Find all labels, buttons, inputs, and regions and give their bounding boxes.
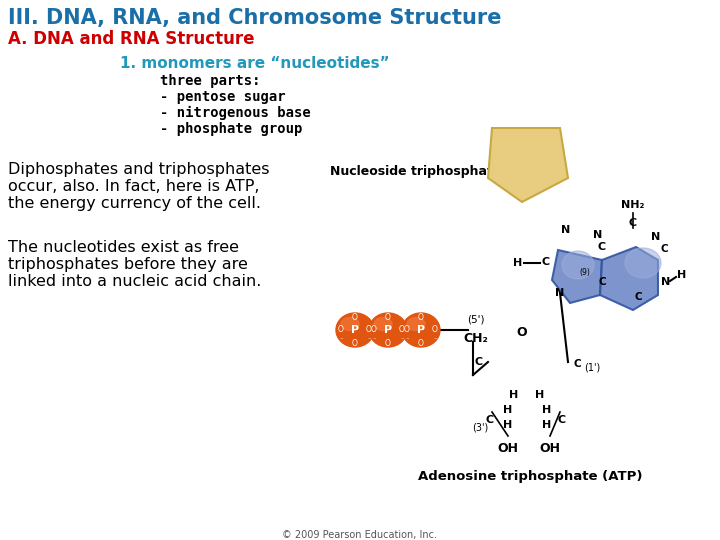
Text: P: P <box>417 325 425 335</box>
Ellipse shape <box>562 251 594 279</box>
Text: Diphosphates and triphosphates: Diphosphates and triphosphates <box>8 162 269 177</box>
Ellipse shape <box>407 318 425 330</box>
Text: H: H <box>536 390 544 400</box>
Text: N: N <box>662 277 670 287</box>
Text: N: N <box>652 232 661 242</box>
Text: P: P <box>384 325 392 335</box>
Text: (5'): (5') <box>467 314 485 324</box>
Text: C: C <box>598 242 606 252</box>
Polygon shape <box>600 247 658 310</box>
Text: O: O <box>385 313 391 321</box>
Text: H: H <box>542 405 552 415</box>
Text: O: O <box>517 326 527 339</box>
Text: O: O <box>352 339 358 348</box>
Text: linked into a nucleic acid chain.: linked into a nucleic acid chain. <box>8 274 261 289</box>
Text: H: H <box>509 390 518 400</box>
Text: the energy currency of the cell.: the energy currency of the cell. <box>8 196 261 211</box>
Text: O: O <box>418 313 424 321</box>
Ellipse shape <box>374 318 392 330</box>
Text: C: C <box>634 292 642 302</box>
Text: H: H <box>542 420 552 430</box>
Polygon shape <box>488 128 568 202</box>
Text: 1. monomers are “nucleotides”: 1. monomers are “nucleotides” <box>120 56 390 71</box>
Text: H: H <box>503 405 513 415</box>
Text: O: O <box>385 339 391 348</box>
Text: H: H <box>503 420 513 430</box>
Text: occur, also. In fact, here is ATP,: occur, also. In fact, here is ATP, <box>8 179 259 194</box>
Text: O: O <box>399 326 405 334</box>
Text: The nucleotides exist as free: The nucleotides exist as free <box>8 240 239 255</box>
Text: N: N <box>555 288 564 298</box>
Text: C: C <box>475 357 483 367</box>
Text: A. DNA and RNA Structure: A. DNA and RNA Structure <box>8 30 254 48</box>
Ellipse shape <box>341 318 359 330</box>
Ellipse shape <box>336 313 374 347</box>
Text: O: O <box>371 326 377 334</box>
Text: © 2009 Pearson Education, Inc.: © 2009 Pearson Education, Inc. <box>282 530 438 540</box>
Text: P: P <box>351 325 359 335</box>
Text: O: O <box>418 339 424 348</box>
Text: ⁻: ⁻ <box>433 337 437 343</box>
Text: C: C <box>573 359 581 369</box>
Text: O: O <box>432 326 438 334</box>
Text: C: C <box>598 277 606 287</box>
Text: OH: OH <box>539 442 560 455</box>
Text: ⁻: ⁻ <box>400 337 404 343</box>
Text: ⁻: ⁻ <box>405 337 409 343</box>
Text: C: C <box>558 415 566 425</box>
Text: H: H <box>513 258 523 268</box>
Text: - phosphate group: - phosphate group <box>160 122 302 136</box>
Text: (9): (9) <box>580 268 590 278</box>
Text: C: C <box>542 257 550 267</box>
Ellipse shape <box>625 248 661 278</box>
Text: ⁻: ⁻ <box>372 337 376 343</box>
Text: C: C <box>486 415 494 425</box>
Text: Adenosine triphosphate (ATP): Adenosine triphosphate (ATP) <box>418 470 642 483</box>
Text: OH: OH <box>498 442 518 455</box>
Text: Nucleoside triphosphate (NTP): Nucleoside triphosphate (NTP) <box>330 165 546 178</box>
Text: - pentose sugar: - pentose sugar <box>160 90 286 104</box>
Text: CH₂: CH₂ <box>463 332 488 345</box>
Text: O: O <box>404 326 410 334</box>
Text: N: N <box>593 230 603 240</box>
Ellipse shape <box>369 313 407 347</box>
Text: (1'): (1') <box>584 363 600 373</box>
Text: C: C <box>629 218 637 228</box>
Text: O: O <box>352 313 358 321</box>
Ellipse shape <box>402 313 440 347</box>
Text: O: O <box>338 326 344 334</box>
Text: H: H <box>678 270 687 280</box>
Polygon shape <box>552 250 602 303</box>
Text: O: O <box>366 326 372 334</box>
Text: triphosphates before they are: triphosphates before they are <box>8 257 248 272</box>
Text: ⁻: ⁻ <box>339 337 343 343</box>
Text: (3'): (3') <box>472 423 488 433</box>
Text: NH₂: NH₂ <box>621 200 644 210</box>
Text: N: N <box>562 225 571 235</box>
Text: III. DNA, RNA, and Chromosome Structure: III. DNA, RNA, and Chromosome Structure <box>8 8 502 28</box>
Text: ⁻: ⁻ <box>367 337 371 343</box>
Text: three parts:: three parts: <box>160 74 261 88</box>
Text: C: C <box>660 244 668 254</box>
Text: - nitrogenous base: - nitrogenous base <box>160 106 311 120</box>
